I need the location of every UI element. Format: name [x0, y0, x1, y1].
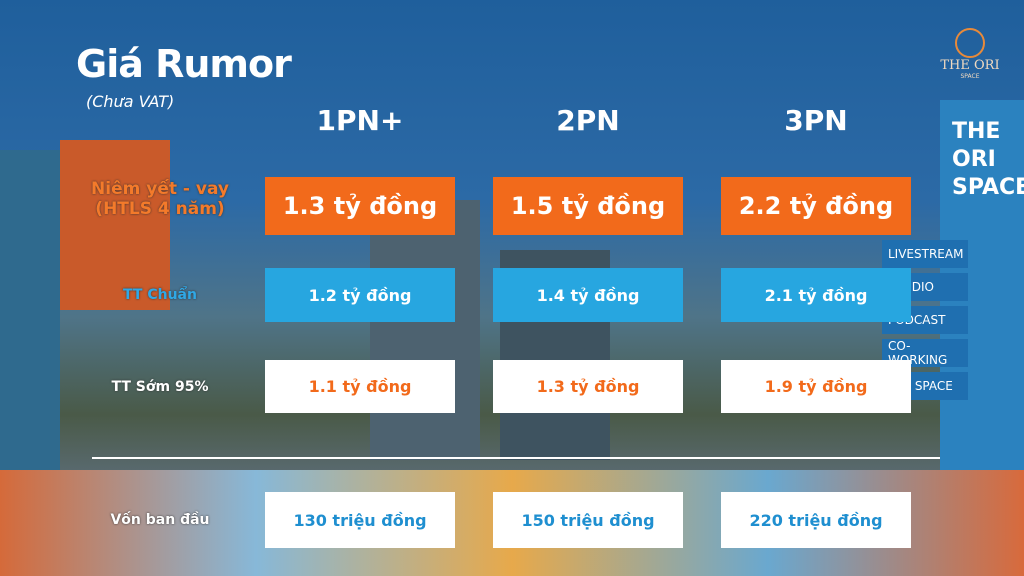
- row-label: Niêm yết - vay (HTLS 4 năm): [70, 170, 250, 228]
- logo-mark: [955, 28, 985, 58]
- tower-line: SPACE: [952, 175, 1024, 200]
- price-cell: 1.9 tỷ đồng: [721, 360, 911, 413]
- column-header: 3PN: [784, 104, 848, 137]
- price-cell: 1.5 tỷ đồng: [493, 177, 683, 235]
- price-cell: 2.2 tỷ đồng: [721, 177, 911, 235]
- divider: [92, 457, 940, 459]
- price-cell: 220 triệu đồng: [721, 492, 911, 548]
- title: Giá Rumor: [76, 42, 292, 86]
- logo: THE ORI SPACE: [930, 28, 1010, 80]
- price-cell: 1.4 tỷ đồng: [493, 268, 683, 322]
- row-label: TT Sớm 95%: [70, 360, 250, 413]
- row-label-line: Niêm yết - vay: [91, 179, 229, 199]
- column-header: 1PN+: [316, 104, 404, 137]
- board: LIVESTREAM: [882, 240, 968, 268]
- row-label-line: TT Sớm 95%: [111, 378, 209, 395]
- row-label-line: (HTLS 4 năm): [95, 199, 225, 219]
- logo-name: THE ORI: [940, 58, 1000, 73]
- logo-tagline: SPACE: [960, 73, 980, 80]
- container: [60, 140, 170, 310]
- tower-sign: THE ORI SPACE: [952, 118, 1024, 202]
- tower-line: ORI: [952, 147, 996, 172]
- row-label-line: Vốn ban đầu: [110, 512, 210, 528]
- price-cell: 150 triệu đồng: [493, 492, 683, 548]
- price-cell: 1.2 tỷ đồng: [265, 268, 455, 322]
- price-cell: 1.3 tỷ đồng: [265, 177, 455, 235]
- price-cell: 1.1 tỷ đồng: [265, 360, 455, 413]
- row-label-line: TT Chuẩn: [123, 287, 197, 303]
- row-label: Vốn ban đầu: [70, 492, 250, 548]
- column-header: 2PN: [556, 104, 620, 137]
- price-cell: 2.1 tỷ đồng: [721, 268, 911, 322]
- subtitle: (Chưa VAT): [86, 92, 175, 111]
- row-label: TT Chuẩn: [70, 268, 250, 322]
- building: [0, 150, 60, 480]
- tower-line: THE: [952, 119, 1001, 144]
- price-cell: 130 triệu đồng: [265, 492, 455, 548]
- tower: [370, 200, 480, 460]
- price-cell: 1.3 tỷ đồng: [493, 360, 683, 413]
